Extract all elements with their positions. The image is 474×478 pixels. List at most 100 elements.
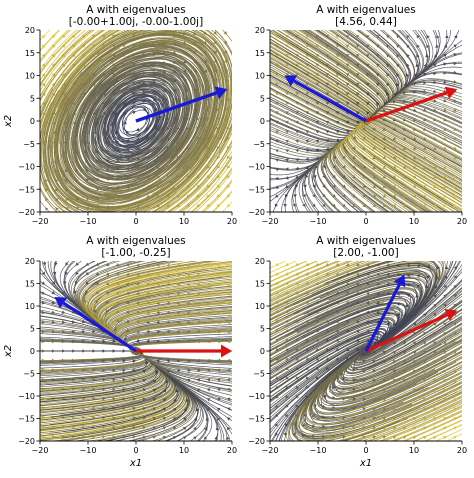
stream-arrowhead	[453, 146, 457, 150]
eigenvector-arrow	[365, 91, 448, 123]
stream-arrowhead	[206, 165, 211, 169]
stream-arrowhead	[325, 272, 330, 276]
stream-arrowhead	[453, 53, 457, 57]
y-tick-label: 10	[25, 72, 35, 81]
stream-arrowhead	[226, 378, 231, 382]
streamline	[206, 30, 232, 163]
stream-arrowhead	[51, 53, 56, 58]
stream-arrowhead	[443, 194, 447, 198]
stream-arrowhead	[41, 301, 46, 305]
streamline	[116, 311, 232, 345]
stream-arrowhead	[275, 194, 279, 198]
stream-arrowhead	[415, 63, 419, 67]
stream-arrowhead	[345, 53, 350, 58]
stream-arrowhead	[92, 44, 96, 48]
stream-arrowhead	[335, 138, 339, 142]
stream-arrowhead	[112, 368, 116, 373]
stream-arrowhead	[372, 194, 377, 198]
y-tick-label: −10	[248, 163, 265, 172]
stream-arrowhead	[444, 265, 449, 270]
stream-arrowhead	[423, 360, 427, 364]
stream-arrowhead	[216, 184, 221, 189]
stream-arrowhead	[156, 310, 160, 315]
stream-arrowhead	[285, 262, 289, 266]
stream-arrowhead	[453, 332, 457, 336]
stream-arrowhead	[226, 194, 231, 198]
stream-arrowhead	[284, 194, 289, 198]
stream-arrowhead	[406, 283, 410, 287]
streamline	[213, 30, 232, 154]
stream-arrowhead	[443, 165, 447, 169]
streamline	[181, 157, 232, 212]
streamline	[270, 261, 330, 288]
stream-arrowhead	[453, 407, 457, 411]
stream-arrowhead	[402, 194, 407, 198]
stream-arrowhead	[71, 53, 76, 58]
stream-arrowhead	[433, 322, 437, 326]
stream-arrowhead	[405, 303, 410, 308]
stream-arrowhead	[366, 329, 370, 333]
streamline	[270, 297, 411, 351]
stream-arrowhead	[45, 207, 49, 211]
stream-arrowhead	[453, 265, 458, 270]
stream-arrowhead	[366, 63, 370, 67]
stream-arrowhead	[95, 262, 100, 266]
stream-arrowhead	[51, 320, 56, 324]
streamline	[40, 357, 156, 391]
stream-arrowhead	[376, 92, 380, 96]
streamline	[353, 121, 462, 204]
stream-arrowhead	[372, 184, 377, 189]
stream-arrowhead	[152, 388, 157, 392]
stream-arrowhead	[355, 262, 360, 267]
stream-arrowhead	[295, 63, 299, 67]
stream-arrowhead	[453, 194, 457, 198]
streamline	[339, 326, 462, 382]
stream-arrowhead	[423, 80, 427, 85]
stream-arrowhead	[226, 184, 231, 189]
streamline	[359, 120, 462, 188]
stream-arrowhead	[416, 53, 420, 58]
stream-arrowhead	[295, 376, 299, 380]
stream-arrowhead	[152, 407, 157, 411]
y-tick-label: −5	[23, 140, 35, 149]
stream-arrowhead	[396, 302, 400, 306]
stream-arrowhead	[406, 293, 411, 297]
stream-arrowhead	[196, 273, 201, 277]
stream-arrowhead	[305, 357, 309, 361]
stream-arrowhead	[155, 369, 159, 374]
streamline	[270, 311, 400, 366]
streamline	[40, 30, 106, 101]
stream-arrowhead	[226, 301, 231, 306]
stream-arrowhead	[305, 385, 309, 389]
stream-arrowhead	[295, 394, 299, 399]
stream-arrowhead	[355, 319, 360, 323]
streamline	[40, 30, 120, 120]
stream-arrowhead	[285, 158, 289, 162]
stream-arrowhead	[322, 194, 326, 198]
streamline	[99, 263, 232, 293]
stream-arrowhead	[275, 130, 279, 134]
streamline	[109, 300, 232, 341]
y-tick-label: 0	[30, 347, 35, 356]
stream-arrowhead	[362, 426, 366, 430]
stream-arrowhead	[85, 271, 90, 276]
y-tick-label: −5	[23, 370, 35, 379]
stream-arrowhead	[453, 156, 457, 160]
stream-arrowhead	[172, 426, 177, 430]
stream-arrowhead	[443, 146, 447, 150]
stream-arrowhead	[215, 98, 219, 102]
streamline	[74, 380, 189, 441]
stream-arrowhead	[312, 203, 316, 208]
stream-arrowhead	[453, 398, 457, 402]
stream-arrowhead	[162, 398, 167, 402]
streamline	[304, 372, 462, 426]
y-tick-label: 5	[30, 325, 35, 334]
streamline	[270, 342, 375, 412]
stream-arrowhead	[142, 90, 147, 94]
stream-arrowhead	[152, 89, 157, 93]
streamline	[291, 389, 462, 441]
streamline	[346, 366, 462, 417]
streamlines	[40, 30, 232, 212]
stream-arrowhead	[166, 310, 170, 315]
streamline	[125, 331, 232, 352]
